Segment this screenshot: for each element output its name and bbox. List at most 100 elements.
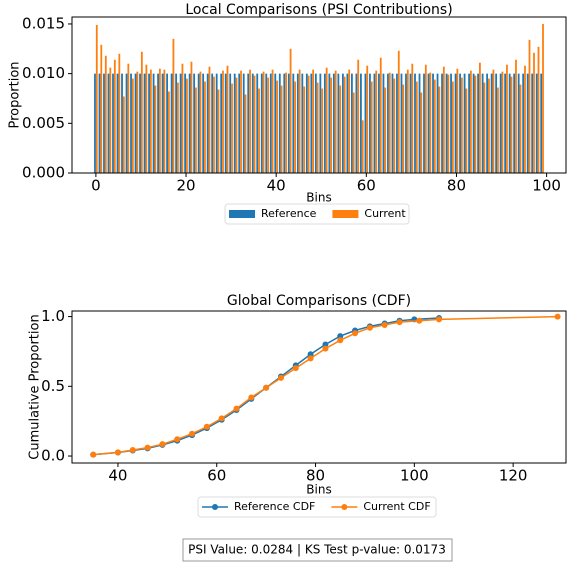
bar xyxy=(238,73,241,173)
bar xyxy=(190,61,193,173)
legend-label: Reference CDF xyxy=(234,500,315,513)
cdf-marker xyxy=(322,345,329,352)
plot-area xyxy=(90,313,561,458)
axes-frame xyxy=(71,310,567,464)
bar xyxy=(490,73,493,173)
bar xyxy=(274,73,277,173)
x-tick-label: 120 xyxy=(499,467,528,485)
bar xyxy=(486,73,489,173)
bar xyxy=(531,73,534,173)
cdf-marker xyxy=(90,451,97,458)
bar xyxy=(116,73,119,173)
bar xyxy=(524,65,526,173)
cdf-marker xyxy=(189,430,196,437)
bar xyxy=(314,73,317,173)
footer-text: PSI Value: 0.0284 | KS Test p-value: 0.0… xyxy=(188,543,446,557)
bar xyxy=(251,73,254,173)
bar xyxy=(369,73,371,173)
bar xyxy=(499,73,502,173)
bar xyxy=(131,78,134,173)
bar xyxy=(522,73,525,173)
bar xyxy=(122,96,125,173)
bar xyxy=(492,69,495,173)
bar xyxy=(447,74,450,173)
bar xyxy=(301,73,304,173)
bar xyxy=(388,72,391,173)
bar xyxy=(240,70,242,173)
bar xyxy=(139,73,141,173)
y-tick-label: 0.000 xyxy=(22,164,65,182)
bar xyxy=(515,59,517,173)
bar xyxy=(148,73,150,173)
bar xyxy=(506,64,508,173)
bar xyxy=(352,92,355,173)
bar xyxy=(325,67,328,173)
bar xyxy=(103,73,105,173)
bar xyxy=(188,73,191,173)
bar xyxy=(405,73,407,173)
bar xyxy=(370,81,373,173)
bar xyxy=(134,73,137,173)
bar xyxy=(157,73,159,173)
cdf-marker xyxy=(292,365,299,372)
cdf-marker xyxy=(233,405,240,412)
bar xyxy=(294,81,297,173)
bar xyxy=(104,55,107,174)
bar xyxy=(172,38,175,174)
bar xyxy=(495,73,498,173)
bar xyxy=(298,69,301,173)
bar xyxy=(483,82,486,173)
bar xyxy=(319,73,322,173)
bar xyxy=(488,78,490,173)
bar xyxy=(177,82,179,173)
bar xyxy=(211,73,214,173)
bar xyxy=(202,73,205,173)
chart-title: Local Comparisons (PSI Contributions) xyxy=(185,2,452,18)
bar xyxy=(497,87,499,173)
plot-area xyxy=(94,23,544,174)
x-tick-label: 60 xyxy=(357,177,376,195)
bar xyxy=(459,73,461,173)
bar xyxy=(429,72,432,173)
x-tick-label: 60 xyxy=(207,467,226,485)
cdf-marker xyxy=(144,444,151,451)
bar xyxy=(166,73,169,173)
bar xyxy=(310,73,313,173)
bar xyxy=(233,73,236,173)
bar xyxy=(242,73,245,173)
bar xyxy=(517,73,520,173)
bar xyxy=(337,73,340,173)
cdf-marker xyxy=(307,355,314,362)
bar xyxy=(125,73,128,173)
bar xyxy=(118,53,121,174)
bar xyxy=(112,73,114,173)
cdf-marker xyxy=(436,316,443,323)
bar xyxy=(436,73,439,173)
legend-label: Reference xyxy=(261,207,317,220)
cdf-marker xyxy=(174,436,181,443)
y-tick-label: 0.0 xyxy=(41,447,65,465)
bar xyxy=(220,73,223,173)
cdf-marker xyxy=(337,333,344,340)
bar xyxy=(442,66,445,173)
bar xyxy=(316,82,319,173)
x-tick-label: 40 xyxy=(267,177,286,195)
bar xyxy=(130,73,132,173)
bar xyxy=(235,77,238,173)
bar xyxy=(355,73,358,173)
cdf-marker xyxy=(366,324,373,331)
bar xyxy=(472,73,475,173)
cdf-marker xyxy=(416,317,423,324)
bar xyxy=(343,76,346,173)
bar xyxy=(339,85,342,173)
bar xyxy=(433,79,436,173)
bar xyxy=(537,46,540,174)
bar xyxy=(154,85,157,173)
bar xyxy=(378,73,380,173)
bar xyxy=(215,73,218,173)
bar xyxy=(244,94,247,173)
y-tick-label: 0.005 xyxy=(22,114,65,132)
bar xyxy=(94,73,96,173)
bar xyxy=(307,75,310,173)
bar xyxy=(113,59,116,173)
